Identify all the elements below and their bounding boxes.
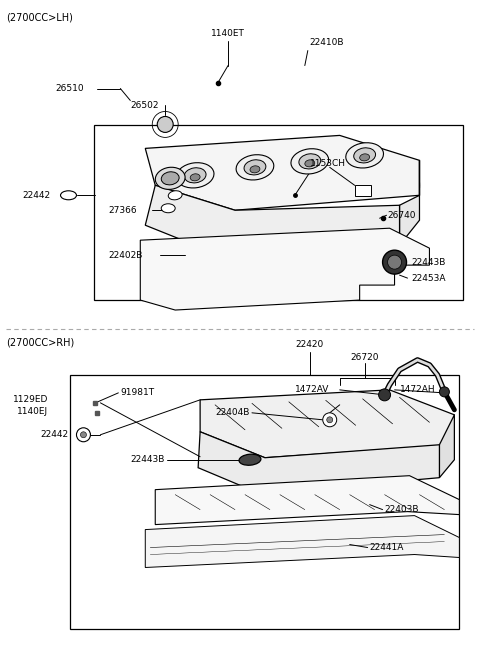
Ellipse shape [244,160,266,175]
Polygon shape [200,390,455,458]
Circle shape [387,255,402,269]
Polygon shape [140,228,430,310]
Text: 22441A: 22441A [370,543,404,552]
Text: 22410B: 22410B [310,38,344,47]
Ellipse shape [168,191,182,200]
Ellipse shape [176,162,214,188]
Text: 1472AV: 1472AV [295,385,330,394]
Polygon shape [155,476,459,525]
Text: 1153CH: 1153CH [310,159,346,168]
Text: 22443B: 22443B [131,455,165,464]
Text: 26740: 26740 [387,211,416,219]
Ellipse shape [250,166,260,173]
Ellipse shape [360,154,370,161]
Text: 22453A: 22453A [411,274,446,282]
Ellipse shape [239,454,261,465]
Circle shape [157,117,173,132]
Polygon shape [198,432,439,494]
Ellipse shape [184,168,206,183]
Ellipse shape [291,149,329,174]
Text: 22442: 22442 [40,430,69,440]
Circle shape [327,417,333,422]
Circle shape [383,250,407,274]
Bar [71,375,459,629]
Circle shape [379,389,391,401]
Ellipse shape [236,155,274,180]
Circle shape [323,413,336,427]
Text: 22442: 22442 [23,191,50,200]
Polygon shape [145,515,459,567]
Text: 26720: 26720 [350,354,379,362]
Ellipse shape [305,160,315,167]
Text: 22403B: 22403B [384,505,419,514]
Ellipse shape [190,174,200,181]
Text: 22420: 22420 [296,341,324,350]
Text: 26510: 26510 [56,84,84,93]
Text: 1140EJ: 1140EJ [17,407,48,417]
Text: (2700CC>LH): (2700CC>LH) [6,12,72,23]
Polygon shape [145,136,420,210]
Text: (2700CC>RH): (2700CC>RH) [6,337,74,347]
Ellipse shape [161,204,175,213]
Ellipse shape [60,191,76,200]
Circle shape [81,432,86,438]
Polygon shape [399,160,420,245]
Text: 22443B: 22443B [411,257,446,267]
Ellipse shape [346,143,384,168]
Text: 22402B: 22402B [108,251,143,259]
Text: 26502: 26502 [130,101,159,110]
Ellipse shape [354,148,375,163]
Circle shape [76,428,90,441]
Ellipse shape [156,167,185,189]
Polygon shape [145,185,399,255]
Text: 1129ED: 1129ED [13,396,48,404]
Text: 27366: 27366 [108,206,137,215]
Text: 1472AH: 1472AH [399,385,435,394]
Polygon shape [439,415,455,477]
Text: 1140ET: 1140ET [211,29,245,38]
Text: 22404B: 22404B [216,408,250,417]
Circle shape [439,387,449,397]
Text: 91981T: 91981T [120,388,155,398]
Bar [95,125,463,300]
Ellipse shape [299,154,321,169]
Ellipse shape [161,172,179,185]
Bar [355,185,371,196]
